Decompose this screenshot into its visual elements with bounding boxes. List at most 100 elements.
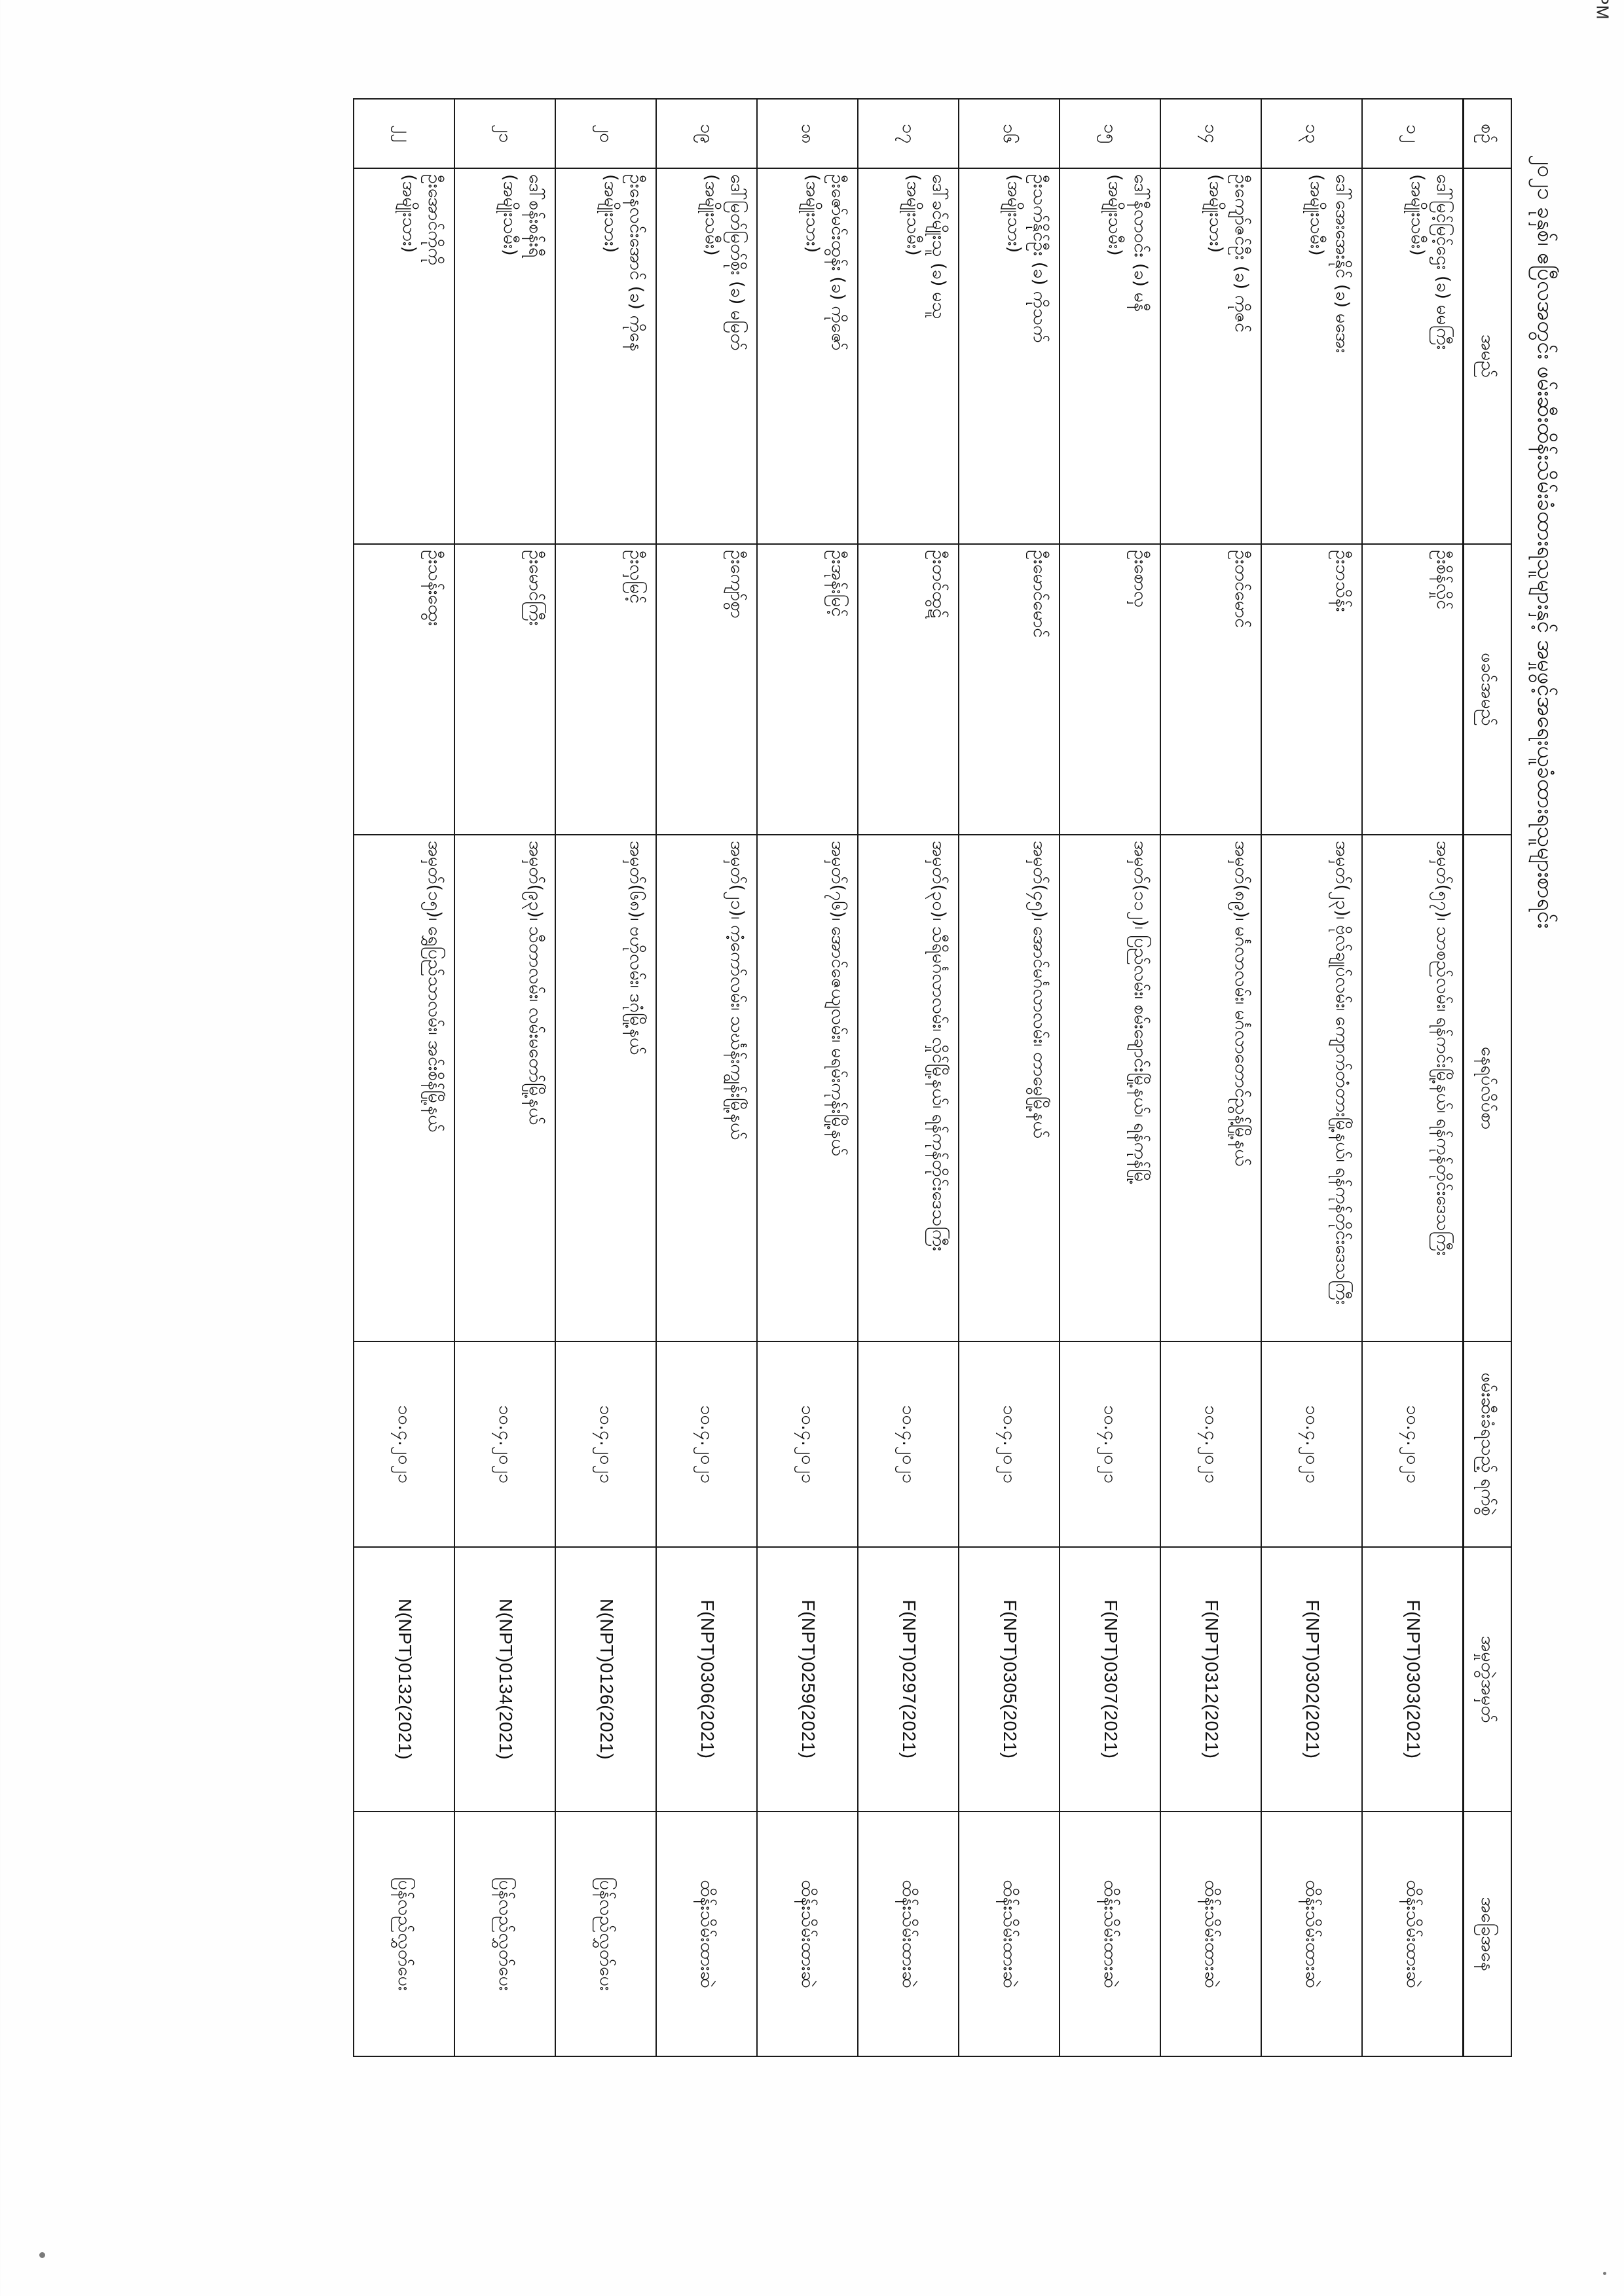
table-body: ၁၂ ဒေါ်မြင့်မြင့်ဌေး (ခ) မမကြီး (အမျိုးသမီ… [354, 99, 1464, 2056]
cell-no: ၁၅ [1060, 99, 1161, 168]
cell-no: ၁၈ [757, 99, 858, 168]
reference-code: F(NPT)0297(2021) [898, 1599, 919, 1759]
cell-no: ၁၆ [959, 99, 1060, 168]
table-row: ၁၆ ဦးသက်နိုင်ဦး (ခ) ကိုသက် (အမျိုးသား) ဦးမေ… [959, 99, 1060, 2056]
cell-address: အမှတ်(၇၆)၊ အောင်ဇေယျလမ်း၊ မရမ်းကုန်းမြို… [757, 835, 858, 1341]
column-header-no: စဉ် [1463, 99, 1512, 168]
cell-status: ပြန်လည်လွှတ်ပေး [454, 1812, 556, 2056]
reference-code: F(NPT)0259(2021) [798, 1599, 819, 1759]
column-header-address: နေရပ်လိပ်စာ [1463, 835, 1512, 1341]
cell-father: ဦးကျော်စွာ [656, 544, 758, 835]
table-row: ၁၅ ဒေါ်နီလာဝင်း (ခ) မနီ (အမျိုးသမီး) ဦးစောလ… [1060, 99, 1161, 2056]
cell-reference: F(NPT)0303(2021) [1362, 1547, 1464, 1812]
cell-date: ၁၀.၄.၂၀၂၁ [656, 1341, 758, 1547]
cell-reference: F(NPT)0259(2021) [757, 1547, 858, 1812]
cell-address: အမှတ်(၁၅)၊ ရွှေပြည်သာလမ်း၊ အင်းစိန်မြို့… [354, 835, 455, 1341]
cell-name: ဒေါ်နီလာဝင်း (ခ) မနီ (အမျိုးသမီး) [1060, 168, 1161, 544]
reference-code: N(NPT)0132(2021) [394, 1598, 415, 1760]
cell-address: အမှတ်(၆၈)၊ ဗဟိုလမ်း၊ ဒဂုံမြို့နယ် [555, 835, 657, 1341]
cell-status: ထိန်းသိမ်းထားဆဲ [1160, 1812, 1262, 2056]
reference-code: F(NPT)0307(2021) [1100, 1599, 1121, 1759]
cell-father: ဦးစောလှ [1060, 544, 1161, 835]
cell-address: အမှတ်(၈၉)၊ မင်္ဂလာလမ်း၊ မင်္ဂလာတောင်ညွန့… [1160, 835, 1262, 1341]
cell-status: ပြန်လည်လွှတ်ပေး [555, 1812, 657, 2056]
cell-father: ဦးသန်းထွေး [354, 544, 455, 835]
cell-date: ၁၀.၄.၂၀၂၁ [757, 1341, 858, 1547]
document-body: ၂၀၂၁ ခုနှစ်၊ ဧပြီလအတွင်း ဖမ်းဆီးထိန်းသိမ… [353, 98, 1562, 2057]
cell-date: ၁၀.၄.၂၀၂၁ [354, 1341, 455, 1547]
scan-speck [39, 2252, 45, 2258]
cell-status: ထိန်းသိမ်းထားဆဲ [1362, 1812, 1464, 2056]
reference-code: N(NPT)0126(2021) [596, 1598, 617, 1760]
cell-father: ဦးမောင်ကြီး [454, 544, 556, 835]
reference-code: N(NPT)0134(2021) [495, 1598, 516, 1760]
rotated-document-content: ၂၀၂၁ ခုနှစ်၊ ဧပြီလအတွင်း ဖမ်းဆီးထိန်းသိမ… [118, 0, 1624, 2134]
cell-father: ဦးအုန်းမြင့် [757, 544, 858, 835]
cell-name: ဦးဇော်မင်းထွန်း (ခ) ကိုဇော် (အမျိုးသား) [757, 168, 858, 544]
cell-name: ဒေါ်အေးအေးနိုင် (ခ) မအေး (အမျိုးသမီး) [1261, 168, 1363, 544]
reference-code: F(NPT)0306(2021) [697, 1599, 718, 1759]
cell-name: ဦးနေလင်းအောင် (ခ) ကိုနေ (အမျိုးသား) [555, 168, 657, 544]
cell-reference: F(NPT)0297(2021) [858, 1547, 959, 1812]
cell-no: ၁၄ [1160, 99, 1262, 168]
cell-status: ထိန်းသိမ်းထားဆဲ [858, 1812, 959, 2056]
cell-name: ဦးအောင်ကိုကို (အမျိုးသား) [354, 168, 455, 544]
cell-name: ဦးကျော်ဇင်ဦး (ခ) ကိုဇင် (အမျိုးသား) [1160, 168, 1262, 544]
reference-code: F(NPT)0302(2021) [1302, 1599, 1323, 1759]
cell-address: အမှတ်(၂၃)၊ ဗိုလ်ချုပ်လမ်း၊ ကျောက်တံတားမြ… [1261, 835, 1363, 1341]
table-row: ၁၉ ဒေါ်မြတ်မြတ်စိုး (ခ) မမြတ် (အမျိုးသမီး)… [656, 99, 758, 2056]
reference-code: F(NPT)0312(2021) [1201, 1599, 1222, 1759]
cell-name: ဦးသက်နိုင်ဦး (ခ) ကိုသက် (အမျိုးသား) [959, 168, 1060, 544]
cell-name: ဒေါ်မြတ်မြတ်စိုး (ခ) မမြတ် (အမျိုးသမီး) [656, 168, 758, 544]
cell-date: ၁၀.၄.၂၀၂၁ [454, 1341, 556, 1547]
column-header-reference: အမှုတွဲအမှတ် [1463, 1547, 1512, 1812]
cell-father: ဦးဘသိန်း [1261, 544, 1363, 835]
table-row: ၁၇ ဒေါ်ခင်မျိုးသူ (ခ) မသူ (အမျိုးသမီး) ဦးတင… [858, 99, 959, 2056]
cell-reference: N(NPT)0134(2021) [454, 1547, 556, 1812]
table-header: စဉ် အမည် ဖခင်အမည် နေရပ်လိပ်စာ ဖမ်းဆီးခံရ… [1463, 99, 1512, 2056]
cell-father: ဦးစိန်လှိုင် [1362, 544, 1464, 835]
cell-status: ထိန်းသိမ်းထားဆဲ [656, 1812, 758, 2056]
cell-date: ၁၀.၄.၂၀၂၁ [1261, 1341, 1363, 1547]
column-header-father: ဖခင်အမည် [1463, 544, 1512, 835]
detainee-table: စဉ် အမည် ဖခင်အမည် နေရပ်လိပ်စာ ဖမ်းဆီးခံရ… [353, 98, 1513, 2057]
cell-reference: F(NPT)0312(2021) [1160, 1547, 1262, 1812]
table-row: ၁၂ ဒေါ်မြင့်မြင့်ဌေး (ခ) မမကြီး (အမျိုးသမီ… [1362, 99, 1464, 2056]
cell-address: အမှတ်(၄၅)၊ အောင်မင်္ဂလာလမ်း၊ တာမွေမြို့န… [959, 835, 1060, 1341]
table-row: ၁၃ ဒေါ်အေးအေးနိုင် (ခ) မအေး (အမျိုးသမီး) ဦး… [1261, 99, 1363, 2056]
column-header-date: ဖမ်းဆီးခံရသည့် ရက်စွဲ [1463, 1341, 1512, 1547]
cell-status: ထိန်းသိမ်းထားဆဲ [1060, 1812, 1161, 2056]
cell-no: ၁၇ [858, 99, 959, 168]
cell-reference: F(NPT)0307(2021) [1060, 1547, 1161, 1812]
cell-reference: N(NPT)0132(2021) [354, 1547, 455, 1812]
reference-code: F(NPT)0303(2021) [1403, 1599, 1424, 1759]
cell-no: ၁၂ [1362, 99, 1464, 168]
cell-address: အမှတ်(၃၀)၊ သီရိမင်္ဂလာလမ်း၊ လှိုင်မြို့န… [858, 835, 959, 1341]
cell-status: ထိန်းသိမ်းထားဆဲ [959, 1812, 1060, 2056]
cell-status: ထိန်းသိမ်းထားဆဲ [757, 1812, 858, 2056]
column-header-name: အမည် [1463, 168, 1512, 544]
cell-name: ဒေါ်ခင်မျိုးသူ (ခ) မသူ (အမျိုးသမီး) [858, 168, 959, 544]
cell-date: ၁၀.၄.၂၀၂၁ [858, 1341, 959, 1547]
table-row: ၂၁ ဒေါ်စန်းစန်းရီ (အမျိုးသမီး) ဦးမောင်ကြီးအ… [454, 99, 556, 2056]
cell-address: အမှတ်(၉၃)၊ သီတာလမ်း၊ လမ်းမတော်မြို့နယ် [454, 835, 556, 1341]
cell-date: ၁၀.၄.၂၀၂၁ [1060, 1341, 1161, 1547]
cell-name: ဒေါ်စန်းစန်းရီ (အမျိုးသမီး) [454, 168, 556, 544]
cell-father: ဦးမောင်မောင် [959, 544, 1060, 835]
cell-no: ၁၉ [656, 99, 758, 168]
cell-no: ၂၂ [354, 99, 455, 168]
cell-date: ၁၀.၄.၂၀၂၁ [959, 1341, 1060, 1547]
cell-date: ၁၀.၄.၂၀၂၁ [1160, 1341, 1262, 1547]
cell-reference: F(NPT)0302(2021) [1261, 1547, 1363, 1812]
table-row: ၁၄ ဦးကျော်ဇင်ဦး (ခ) ကိုဇင် (အမျိုးသား) ဦးတင… [1160, 99, 1262, 2056]
header-row: စဉ် အမည် ဖခင်အမည် နေရပ်လိပ်စာ ဖမ်းဆီးခံရ… [1463, 99, 1512, 2056]
cell-no: ၁၃ [1261, 99, 1363, 168]
cell-address: အမှတ်(၂၁)၊ ကံ့ကော်လမ်း၊ သင်္ဃန်းကျွန်းမြ… [656, 835, 758, 1341]
table-row: ၁၈ ဦးဇော်မင်းထွန်း (ခ) ကိုဇော် (အမျိုးသား)… [757, 99, 858, 2056]
scan-speck [1603, 2272, 1606, 2275]
cell-status: ထိန်းသိမ်းထားဆဲ [1261, 1812, 1363, 2056]
cell-address: အမှတ်(၅၇)၊ သာစည်လမ်း၊ ရန်ကင်းမြို့နယ်၊ ရ… [1362, 835, 1464, 1341]
cell-father: ဦးတင်မောင် [1160, 544, 1262, 835]
table-row: ၂၂ ဦးအောင်ကိုကို (အမျိုးသား) ဦးသန်းထွေး အမှတ… [354, 99, 455, 2056]
